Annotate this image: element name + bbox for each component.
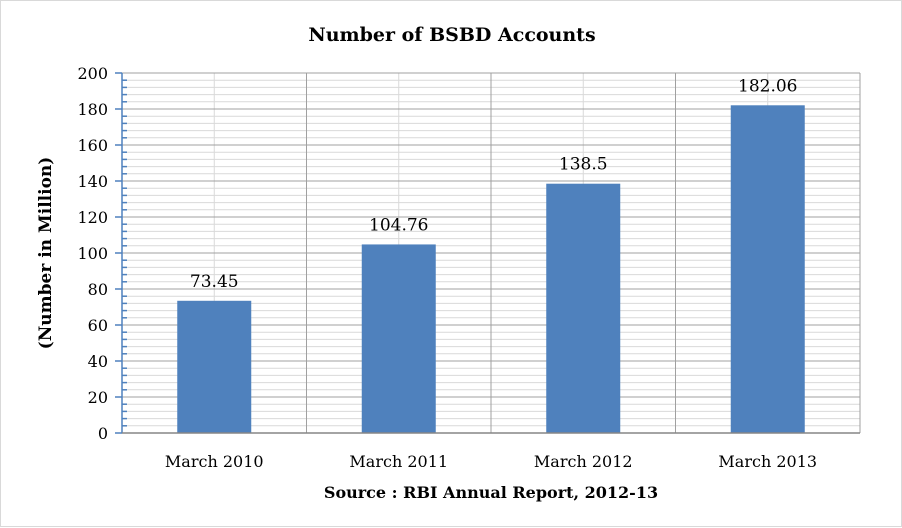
y-tick-label: 60	[88, 316, 108, 335]
data-label: 73.45	[190, 272, 239, 292]
data-label: 182.06	[738, 76, 797, 96]
bar	[730, 105, 805, 434]
y-tick-label: 160	[77, 136, 108, 155]
x-tick-label: March 2012	[534, 452, 633, 471]
x-tick-label: March 2011	[349, 452, 448, 471]
y-tick-label: 0	[98, 424, 108, 443]
bar	[177, 300, 252, 433]
y-tick-label: 20	[88, 388, 108, 407]
y-tick-label: 120	[77, 208, 108, 227]
x-axis-label: Source : RBI Annual Report, 2012-13	[324, 483, 658, 502]
data-label: 138.5	[559, 155, 608, 175]
y-tick-label: 80	[88, 280, 108, 299]
bar	[361, 244, 436, 433]
y-tick-label: 100	[77, 244, 108, 263]
y-tick-label: 40	[88, 352, 108, 371]
y-tick-label: 140	[77, 172, 108, 191]
bar	[546, 183, 621, 433]
chart-title: Number of BSBD Accounts	[308, 24, 595, 46]
y-tick-label: 200	[77, 64, 108, 83]
x-tick-label: March 2010	[165, 452, 264, 471]
y-tick-label: 180	[77, 100, 108, 119]
y-axis-label: (Number in Million)	[36, 157, 56, 350]
data-label: 104.76	[369, 215, 428, 235]
x-tick-label: March 2013	[718, 452, 817, 471]
